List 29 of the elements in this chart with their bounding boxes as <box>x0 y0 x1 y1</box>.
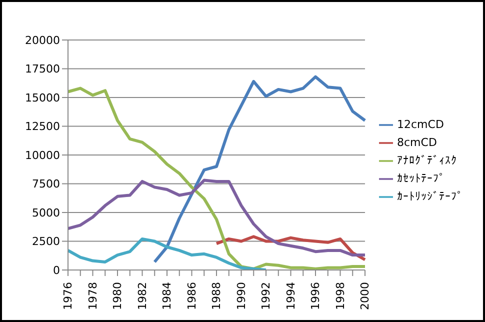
x-tick-label: 1978 <box>86 282 100 310</box>
y-tick-label: 10000 <box>25 148 60 162</box>
x-tick-label: 1976 <box>62 282 74 310</box>
legend-label: ｶｰﾄﾘｯｼﾞﾃｰﾌﾟ <box>397 190 463 203</box>
x-tick-label: 1994 <box>284 282 298 310</box>
x-tick-label: 1980 <box>111 282 124 310</box>
x-tick-label: 1992 <box>260 282 272 310</box>
line-series <box>66 237 268 270</box>
legend-label: ｶｾｯﾄﾃｰﾌﾟ <box>397 172 445 185</box>
y-tick-label: 17500 <box>25 62 60 76</box>
y-tick-label: 2500 <box>32 235 60 248</box>
x-tick-label: 1998 <box>334 282 347 310</box>
legend-label: 8cmCD <box>397 136 437 149</box>
legend-label: ｱﾅﾛｸﾞﾃﾞｨｽｸ <box>397 154 457 167</box>
y-tick-label: 20000 <box>25 34 60 47</box>
x-tick-label: 1988 <box>210 282 223 310</box>
y-tick-label: 15000 <box>25 91 60 104</box>
y-tick-label: 12500 <box>25 120 60 134</box>
y-tick-label: 5000 <box>32 206 60 220</box>
x-tick-label: 1990 <box>234 282 248 310</box>
x-tick-label: 1982 <box>136 282 149 310</box>
x-tick-label: 1996 <box>309 282 322 310</box>
y-tick-label: 0 <box>53 264 60 277</box>
x-tick-label: 1984 <box>160 282 174 310</box>
y-tick-label: 7500 <box>32 178 60 191</box>
line-series <box>153 75 366 264</box>
legend-label: 12cmCD <box>397 118 444 131</box>
x-tick-label: 1986 <box>185 282 198 310</box>
x-tick-label: 2000 <box>358 282 372 310</box>
